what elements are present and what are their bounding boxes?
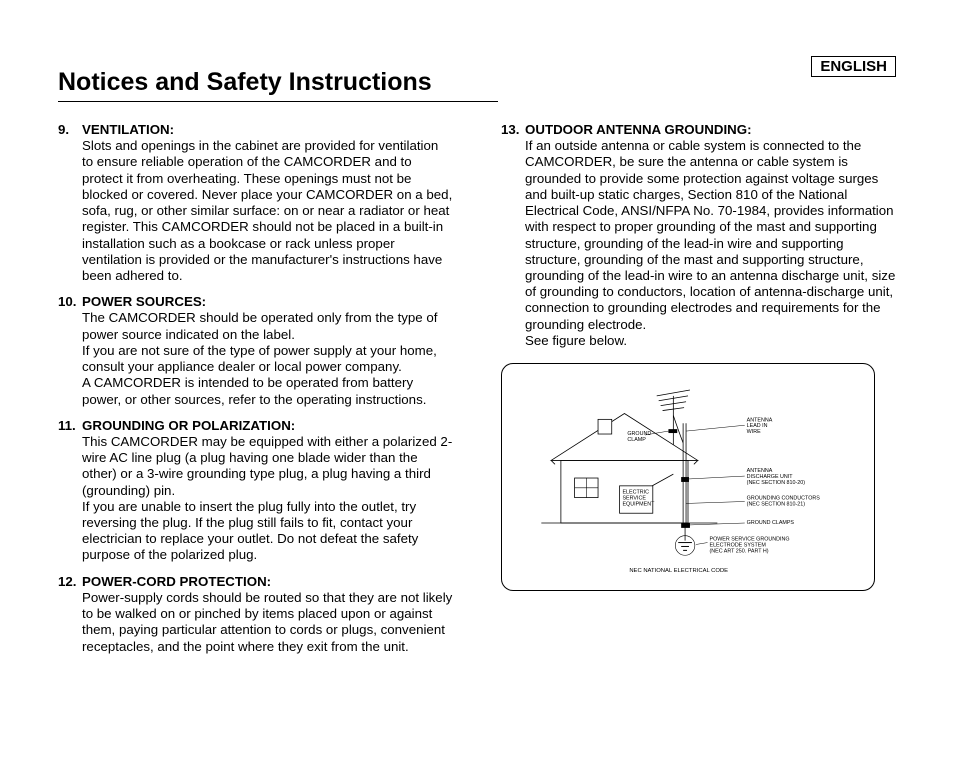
item-number: 10. (58, 294, 82, 310)
instruction-item: 11.GROUNDING OR POLARIZATION:This CAMCOR… (58, 418, 453, 564)
item-title: OUTDOOR ANTENNA GROUNDING: (525, 122, 752, 138)
item-body: Slots and openings in the cabinet are pr… (58, 138, 453, 284)
item-body: This CAMCORDER may be equipped with eith… (58, 434, 453, 564)
instruction-item: 9.VENTILATION:Slots and openings in the … (58, 122, 453, 284)
item-body: Power-supply cords should be routed so t… (58, 590, 453, 655)
item-body: If an outside antenna or cable system is… (501, 138, 896, 349)
item-title: VENTILATION: (82, 122, 174, 138)
diagram-caption: NEC NATIONAL ELECTRICAL CODE (629, 568, 728, 574)
instruction-item: 10.POWER SOURCES:The CAMCORDER should be… (58, 294, 453, 408)
language-label: ENGLISH (811, 56, 896, 77)
label-ground-clamp: GROUNDCLAMP (627, 431, 651, 443)
label-power-service: POWER SERVICE GROUNDINGELECTRODE SYSTEM(… (710, 537, 790, 555)
label-ground-clamps: GROUND CLAMPS (747, 520, 795, 526)
label-discharge-unit: ANTENNADISCHARGE UNIT(NEC SECTION 810-20… (747, 468, 806, 486)
item-title: POWER SOURCES: (82, 294, 206, 310)
instruction-item: 13.OUTDOOR ANTENNA GROUNDING:If an outsi… (501, 122, 896, 349)
item-body: The CAMCORDER should be operated only fr… (58, 310, 453, 407)
item-number: 12. (58, 574, 82, 590)
label-antenna-lead: ANTENNALEAD INWIRE (747, 417, 773, 435)
page-title: Notices and Safety Instructions (58, 68, 498, 102)
instruction-item: 12.POWER-CORD PROTECTION:Power-supply co… (58, 574, 453, 655)
item-number: 13. (501, 122, 525, 138)
right-column: 13.OUTDOOR ANTENNA GROUNDING:If an outsi… (501, 112, 896, 655)
antenna-grounding-diagram: GROUNDCLAMP ANTENNALEAD INWIRE ELECTRICS… (501, 363, 875, 591)
item-number: 11. (58, 418, 82, 434)
item-number: 9. (58, 122, 82, 138)
left-column: 9.VENTILATION:Slots and openings in the … (58, 112, 453, 655)
item-title: POWER-CORD PROTECTION: (82, 574, 271, 590)
label-grounding-conductors: GROUNDING CONDUCTORS(NEC SECTION 810-21) (747, 496, 821, 508)
item-title: GROUNDING OR POLARIZATION: (82, 418, 295, 434)
